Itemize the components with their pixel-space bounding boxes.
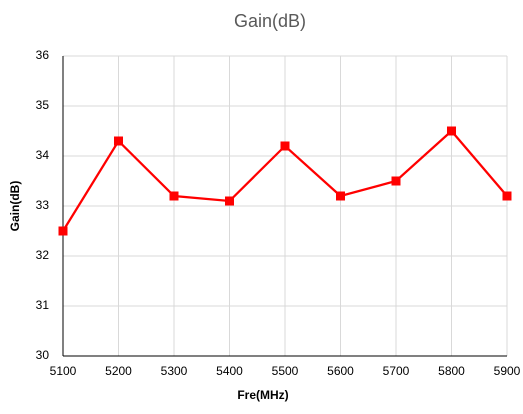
- x-tick-label: 5400: [216, 364, 243, 378]
- marker: [169, 191, 179, 201]
- x-tick-label: 5100: [50, 364, 77, 378]
- marker: [58, 226, 68, 236]
- y-tick-label: 30: [36, 348, 50, 362]
- y-tick-label: 32: [36, 248, 50, 262]
- x-tick-label: 5700: [383, 364, 410, 378]
- marker: [502, 191, 512, 201]
- marker: [225, 196, 234, 206]
- marker: [114, 136, 123, 146]
- chart-title: Gain(dB): [234, 11, 306, 31]
- x-tick-label: 5300: [161, 364, 188, 378]
- x-tick-label: 5600: [327, 364, 354, 378]
- x-axis-label: Fre(MHz): [237, 388, 288, 402]
- y-tick-label: 36: [36, 48, 50, 62]
- y-tick-label: 35: [36, 98, 50, 112]
- marker: [280, 141, 290, 151]
- y-axis-label: Gain(dB): [8, 181, 22, 232]
- y-tick-label: 31: [36, 298, 50, 312]
- y-tick-label: 33: [36, 198, 50, 212]
- y-tick-label: 34: [36, 148, 50, 162]
- x-tick-label: 5200: [105, 364, 132, 378]
- x-tick-label: 5500: [272, 364, 299, 378]
- x-tick-label: 5900: [494, 364, 521, 378]
- x-tick-label: 5800: [438, 364, 465, 378]
- marker: [447, 126, 456, 136]
- marker: [336, 191, 345, 201]
- marker: [391, 176, 401, 186]
